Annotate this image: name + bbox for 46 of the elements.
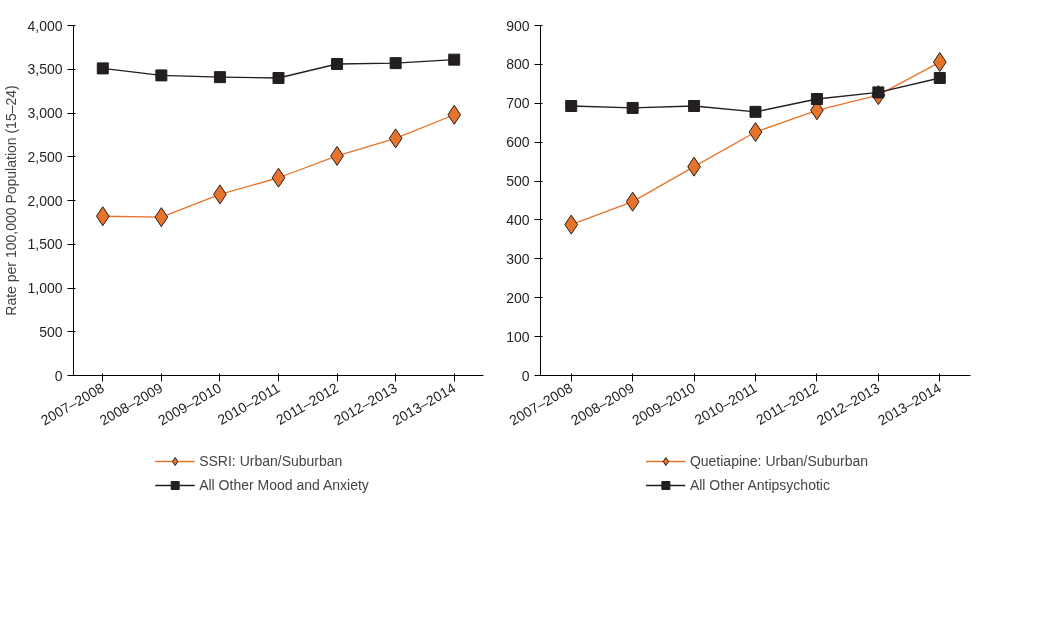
point <box>749 105 762 118</box>
point <box>154 207 169 228</box>
point <box>625 191 640 212</box>
y-tick-label: 1,000 <box>27 280 63 296</box>
y-tick-label: 4,000 <box>27 17 63 34</box>
y-tick-label: 3,000 <box>27 105 63 121</box>
y-tick-label: 400 <box>506 211 530 228</box>
point <box>389 57 402 70</box>
point <box>626 101 639 114</box>
legend-label: Quetiapine: Urban/Suburban <box>689 453 869 469</box>
point <box>810 93 823 105</box>
legend-label: SSRI: Urban/Suburban <box>199 453 343 469</box>
y-tick-label: 700 <box>506 95 530 112</box>
y-tick-label: 200 <box>506 289 530 306</box>
point <box>271 167 286 188</box>
point <box>448 53 461 66</box>
y-tick-label: 600 <box>506 134 530 151</box>
point <box>447 104 462 125</box>
point <box>155 69 168 82</box>
legend-label: All Other Antipsychotic <box>689 477 830 493</box>
y-tick-label: 300 <box>506 250 530 267</box>
y-tick-label: 1,500 <box>27 236 63 253</box>
point <box>565 100 578 112</box>
y-tick-label: 500 <box>39 323 63 340</box>
point <box>564 214 579 235</box>
y-tick-label: 0 <box>54 367 63 384</box>
y-tick-label: 3,500 <box>27 61 63 78</box>
y-tick-label: 500 <box>506 173 530 190</box>
y-tick-label: 800 <box>506 56 530 73</box>
y-tick-label: 0 <box>521 367 530 384</box>
point <box>388 128 403 149</box>
point <box>932 52 947 73</box>
point <box>96 62 109 75</box>
y-tick-label: 900 <box>506 17 530 34</box>
point <box>213 71 226 84</box>
point <box>688 100 701 112</box>
y-tick-label: 2,500 <box>27 148 63 165</box>
point <box>272 72 285 84</box>
y-axis-title: Rate per 100,000 Population (15–24) <box>3 85 20 316</box>
legend-label: All Other Mood and Anxiety <box>199 477 369 493</box>
y-tick-label: 100 <box>506 328 530 345</box>
point <box>331 58 344 70</box>
point <box>933 72 946 84</box>
point <box>748 122 763 143</box>
point <box>95 206 110 227</box>
y-tick-label: 2,000 <box>27 192 63 209</box>
